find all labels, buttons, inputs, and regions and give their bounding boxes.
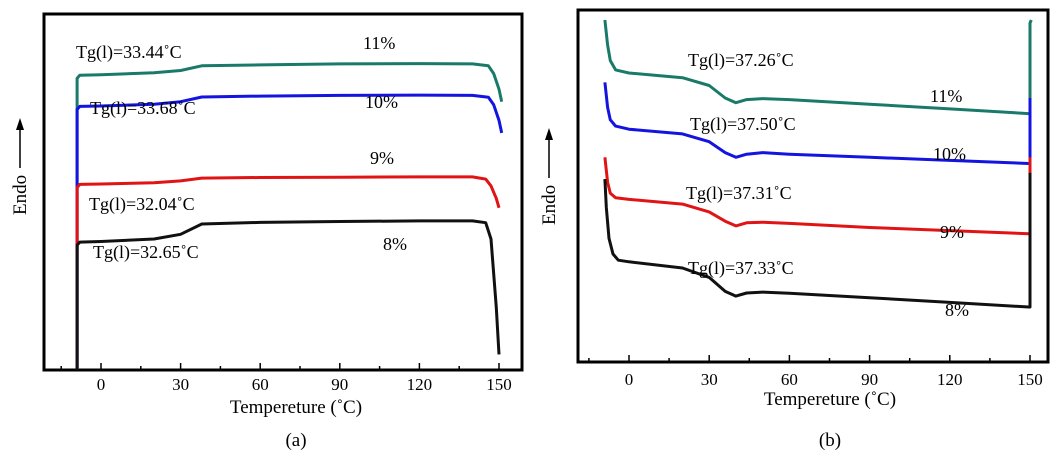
annotation-b-tg-8: Tg(l)=37.33˚C [688, 258, 794, 279]
panel-a-series [75, 62, 504, 370]
series-line-11pct [75, 62, 504, 370]
panel-b: 0 30 60 90 120 150 Tg(l)=37.26˚C 11% Tg(l)=37… [539, 8, 1050, 451]
series-line-10pct [603, 82, 1032, 165]
series-line-8pct [603, 172, 1032, 309]
panel-a: 0 30 60 90 120 150 Tg(l)=33.44˚C 11% Tg(l)=33… [10, 12, 524, 451]
annotation-b-tg-11: Tg(l)=37.26˚C [688, 50, 794, 71]
annotation-a-8pct: 8% [383, 234, 407, 254]
panel-b-series [603, 19, 1033, 309]
panel-b-y-axis-label-group: Endo [539, 128, 560, 225]
panel-a-x-axis-label: Tempereture (˚C) [230, 397, 362, 418]
annotation-a-tg-9: Tg(l)=32.04˚C [89, 194, 195, 215]
x-tick-label: 30 [701, 370, 718, 389]
annotation-b-10pct: 10% [933, 144, 966, 164]
x-tick-label: 120 [937, 370, 963, 389]
annotation-b-tg-9: Tg(l)=37.31˚C [686, 183, 792, 204]
series-line-10pct [75, 93, 504, 370]
annotation-a-tg-8: Tg(l)=32.65˚C [93, 242, 199, 263]
annotation-a-tg-10: Tg(l)=33.68˚C [90, 98, 196, 119]
panel-b-y-axis-label: Endo [539, 185, 560, 225]
panel-b-caption: (b) [819, 430, 841, 451]
annotation-b-11pct: 11% [930, 86, 962, 106]
annotation-b-9pct: 9% [940, 222, 964, 242]
panel-a-caption: (a) [285, 430, 306, 451]
annotation-a-tg-11: Tg(l)=33.44˚C [76, 42, 182, 63]
panel-a-y-axis-label-group: Endo [10, 118, 31, 215]
x-tick-label: 150 [486, 375, 512, 394]
x-tick-label: 0 [625, 370, 634, 389]
annotation-a-10pct: 10% [365, 92, 398, 112]
panel-a-frame [42, 12, 524, 372]
panel-a-endo-arrow-head [16, 118, 24, 130]
panel-b-x-ticks: 0 30 60 90 120 150 [588, 355, 1043, 389]
series-line-9pct [603, 157, 1032, 236]
series-line-9pct [75, 175, 501, 370]
annotation-a-11pct: 11% [363, 33, 395, 53]
x-tick-label: 90 [861, 370, 878, 389]
panel-a-y-axis-label: Endo [10, 175, 31, 215]
panel-b-endo-arrow-head [545, 128, 553, 140]
panel-b-frame [576, 8, 1050, 364]
panel-b-annotations: Tg(l)=37.26˚C 11% Tg(l)=37.50˚C 10% Tg(l… [686, 50, 969, 320]
x-tick-label: 120 [407, 375, 433, 394]
annotation-a-9pct: 9% [370, 148, 394, 168]
x-tick-label: 60 [252, 375, 269, 394]
annotation-b-tg-10: Tg(l)=37.50˚C [690, 114, 796, 135]
x-tick-label: 30 [172, 375, 189, 394]
annotation-b-8pct: 8% [945, 300, 969, 320]
x-tick-label: 90 [331, 375, 348, 394]
x-tick-label: 0 [97, 375, 106, 394]
panel-b-x-axis-label: Tempereture (˚C) [764, 389, 896, 410]
panel-a-x-ticks: 0 30 60 90 120 150 [60, 363, 512, 394]
series-line-8pct [75, 219, 501, 370]
x-tick-label: 150 [1017, 370, 1043, 389]
series-line-11pct [603, 19, 1033, 116]
panel-a-annotations: Tg(l)=33.44˚C 11% Tg(l)=33.68˚C 10% 9% T… [76, 33, 407, 263]
x-tick-label: 60 [781, 370, 798, 389]
